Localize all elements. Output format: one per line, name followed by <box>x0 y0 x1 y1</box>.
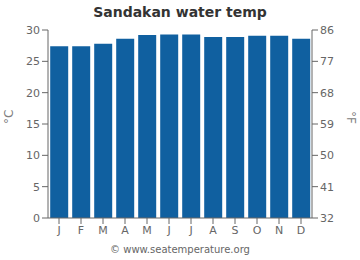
svg-text:S: S <box>232 224 239 237</box>
svg-text:M: M <box>98 224 108 237</box>
svg-text:J: J <box>166 224 170 237</box>
svg-text:O: O <box>253 224 262 237</box>
svg-text:J: J <box>56 224 60 237</box>
html-text:© www.seatemperature.org: © www.seatemperature.org <box>110 244 250 255</box>
svg-text:30: 30 <box>26 24 40 37</box>
svg-text:25: 25 <box>26 55 40 68</box>
svg-text:°F: °F <box>344 111 352 124</box>
svg-text:N: N <box>275 224 283 237</box>
svg-text:5: 5 <box>33 181 40 194</box>
svg-text:15: 15 <box>26 118 40 131</box>
svg-text:A: A <box>209 224 217 237</box>
svg-text:50: 50 <box>320 149 334 162</box>
svg-text:M: M <box>142 224 152 237</box>
svg-text:20: 20 <box>26 87 40 100</box>
svg-text:10: 10 <box>26 149 40 162</box>
svg-text:32: 32 <box>320 212 334 225</box>
svg-text:J: J <box>188 224 192 237</box>
svg-text:A: A <box>121 224 129 237</box>
svg-text:59: 59 <box>320 118 334 131</box>
svg-text:0: 0 <box>33 212 40 225</box>
svg-text:41: 41 <box>320 181 334 194</box>
svg-text:86: 86 <box>320 24 334 37</box>
svg-text:77: 77 <box>320 55 334 68</box>
svg-text:F: F <box>78 224 84 237</box>
svg-text:68: 68 <box>320 87 334 100</box>
svg-text:°C: °C <box>8 110 16 124</box>
svg-text:D: D <box>297 224 305 237</box>
html-text:Sandakan water temp: Sandakan water temp <box>93 4 267 20</box>
